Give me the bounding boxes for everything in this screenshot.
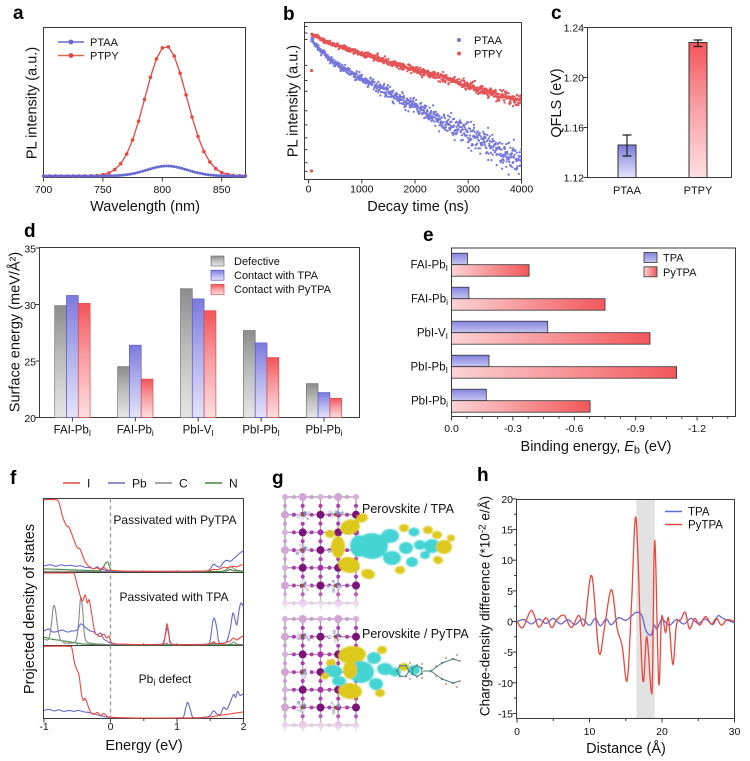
svg-text:20: 20 [501,494,513,506]
svg-text:800: 800 [154,184,172,196]
svg-text:Energy (eV): Energy (eV) [105,738,182,754]
svg-text:2000: 2000 [403,184,427,196]
svg-text:-0.6: -0.6 [565,423,583,435]
svg-text:PTPY: PTPY [90,50,119,62]
svg-text:1.16: 1.16 [564,123,585,135]
svg-text:20: 20 [24,413,36,425]
svg-text:0: 0 [108,721,114,733]
svg-text:15: 15 [501,525,513,537]
svg-text:d: d [24,221,36,242]
svg-text:10: 10 [584,726,596,738]
svg-text:1.24: 1.24 [564,23,585,35]
svg-text:-15: -15 [498,709,513,721]
svg-text:25: 25 [24,356,36,368]
svg-text:I: I [87,477,90,491]
svg-text:PbI-Pbi: PbI-Pbi [305,425,342,439]
svg-text:PbI-VI: PbI-VI [417,328,448,342]
svg-text:0: 0 [507,617,513,629]
svg-text:700: 700 [35,184,53,196]
svg-text:30: 30 [729,726,741,738]
svg-text:QFLS (eV): QFLS (eV) [549,68,565,137]
svg-text:FAI-PbI: FAI-PbI [410,260,448,274]
svg-text:PbI-PbI: PbI-PbI [410,362,448,376]
svg-text:Passivated with PyTPA: Passivated with PyTPA [113,513,236,527]
svg-text:a: a [13,3,24,24]
svg-text:Projected density of states: Projected density of states [22,524,38,694]
svg-text:PTAA: PTAA [613,185,642,197]
svg-text:30: 30 [24,300,36,312]
svg-text:3000: 3000 [457,184,481,196]
svg-text:FAI-PbI: FAI-PbI [54,425,92,439]
svg-text:1000: 1000 [350,184,374,196]
svg-text:PTAA: PTAA [474,35,503,47]
svg-text:PL intensity (a.u.): PL intensity (a.u.) [25,47,41,159]
svg-text:TPA: TPA [663,253,684,265]
svg-text:Binding energy, Eb (eV): Binding energy, Eb (eV) [521,439,672,457]
svg-text:Decay time (ns): Decay time (ns) [367,199,469,215]
svg-text:h: h [477,465,489,486]
svg-text:g: g [272,468,284,489]
svg-text:PyTPA: PyTPA [688,520,723,532]
svg-text:PTAA: PTAA [90,37,119,49]
svg-text:-5: -5 [504,647,513,659]
svg-text:PTPY: PTPY [474,48,503,60]
svg-text:Contact with TPA: Contact with TPA [234,270,319,282]
svg-text:e: e [423,225,434,246]
svg-text:Contact with PyTPA: Contact with PyTPA [234,284,332,296]
svg-text:4000: 4000 [510,184,534,196]
svg-text:Distance (Å): Distance (Å) [586,740,666,757]
svg-text:0: 0 [514,726,520,738]
svg-text:-0.3: -0.3 [504,423,522,435]
svg-text:Wavelength (nm): Wavelength (nm) [90,199,200,215]
svg-text:PyTPA: PyTPA [663,267,697,279]
svg-text:TPA: TPA [688,507,710,519]
svg-text:PL intensity (a.u.): PL intensity (a.u.) [286,45,302,157]
svg-text:Perovskite / PyTPA: Perovskite / PyTPA [362,627,469,641]
svg-text:Pbi defect: Pbi defect [139,672,192,688]
svg-text:Defective: Defective [234,256,280,268]
svg-text:f: f [10,468,17,489]
svg-text:850: 850 [213,184,231,196]
svg-text:PbI-PbI: PbI-PbI [242,425,280,439]
svg-text:C: C [179,477,188,491]
svg-text:20: 20 [656,726,668,738]
svg-text:PbI-VI: PbI-VI [183,425,214,439]
svg-text:Perovskite / TPA: Perovskite / TPA [362,502,455,516]
svg-text:750: 750 [94,184,112,196]
svg-text:0: 0 [306,184,312,196]
svg-text:1.12: 1.12 [564,173,585,185]
svg-text:-10: -10 [498,678,513,690]
svg-text:b: b [283,4,295,25]
svg-text:10: 10 [501,555,513,567]
svg-text:Pb: Pb [132,477,147,491]
svg-text:FAI-Pbi: FAI-Pbi [411,294,448,308]
svg-text:-0.9: -0.9 [627,423,645,435]
svg-text:0.0: 0.0 [444,423,459,435]
svg-text:PbI-Pbi: PbI-Pbi [411,396,448,410]
svg-text:N: N [229,477,238,491]
svg-text:c: c [551,3,562,24]
svg-text:5: 5 [507,586,513,598]
svg-text:2: 2 [241,721,247,733]
svg-text:1: 1 [174,721,180,733]
svg-text:1.20: 1.20 [564,73,585,85]
svg-text:-1.2: -1.2 [688,423,706,435]
svg-text:FAI-Pbi: FAI-Pbi [117,425,154,439]
svg-text:35: 35 [24,243,36,255]
svg-text:Surface energy (meV/Å²): Surface energy (meV/Å²) [7,252,24,412]
svg-text:-1: -1 [39,721,48,733]
svg-text:Charge-density difference (*10: Charge-density difference (*10-2 e/Å) [478,496,493,716]
svg-text:Passivated with TPA: Passivated with TPA [120,590,229,604]
svg-text:PTPY: PTPY [684,185,713,197]
